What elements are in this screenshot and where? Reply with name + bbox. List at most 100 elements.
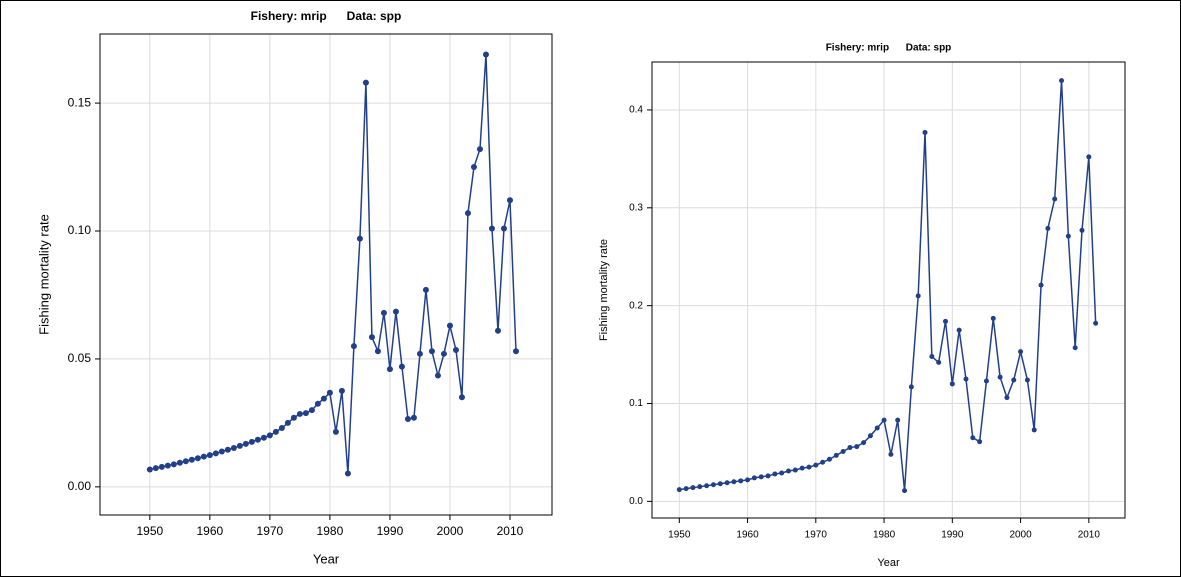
data-point: [344, 470, 351, 477]
data-point: [1052, 196, 1058, 202]
x-tick-label: 1970: [805, 530, 828, 541]
data-point: [1031, 427, 1037, 433]
data-point: [416, 350, 423, 357]
data-point: [500, 225, 507, 232]
data-point: [164, 462, 171, 469]
data-point: [690, 485, 696, 491]
data-point: [956, 327, 962, 333]
data-point: [200, 453, 207, 460]
x-tick-label: 1950: [136, 524, 163, 538]
data-point: [458, 394, 465, 401]
x-tick-label: 1990: [941, 530, 964, 541]
data-point: [772, 471, 778, 477]
data-point: [929, 354, 935, 360]
y-tick-label: 0.3: [629, 202, 643, 213]
data-point: [949, 381, 955, 387]
data-point: [854, 444, 860, 450]
data-point: [278, 425, 285, 432]
data-point: [326, 389, 333, 396]
data-point: [1018, 349, 1024, 355]
x-tick-label: 2010: [497, 524, 524, 538]
data-point: [224, 446, 231, 453]
x-tick-label: 1980: [317, 524, 344, 538]
data-point: [881, 417, 887, 423]
data-point: [494, 327, 501, 334]
data-point: [488, 225, 495, 232]
data-point: [902, 488, 908, 494]
data-point: [833, 452, 839, 458]
data-point: [997, 374, 1003, 380]
data-point: [320, 395, 327, 402]
x-axis-label: Year: [877, 557, 900, 569]
data-point: [506, 197, 513, 204]
data-point: [1059, 78, 1065, 84]
x-axis-label: Year: [313, 551, 340, 566]
data-point: [398, 363, 405, 370]
x-tick-label: 1990: [377, 524, 404, 538]
data-point: [434, 372, 441, 379]
x-tick-label: 2000: [437, 524, 464, 538]
data-point: [512, 348, 519, 355]
data-point: [710, 482, 716, 488]
data-point: [908, 384, 914, 390]
data-point: [350, 343, 357, 350]
data-point: [368, 334, 375, 341]
data-point: [380, 309, 387, 316]
data-point: [942, 318, 948, 324]
data-point: [1004, 395, 1010, 401]
data-point: [260, 434, 267, 441]
data-point: [874, 425, 880, 431]
data-point: [820, 459, 826, 465]
plot-frame: [99, 33, 553, 516]
data-point: [704, 483, 710, 489]
data-point: [392, 308, 399, 315]
data-point: [758, 474, 764, 480]
data-point: [847, 445, 853, 451]
data-point: [404, 416, 411, 423]
chart-title: Fishery: mrip Data: spp: [251, 9, 402, 23]
data-point: [1072, 345, 1078, 351]
data-point: [1079, 227, 1085, 233]
data-point: [356, 235, 363, 242]
data-point: [861, 440, 867, 446]
y-axis-label: Fishing mortality rate: [36, 214, 51, 335]
data-point: [308, 407, 315, 414]
data-point: [206, 452, 213, 459]
data-point: [963, 376, 969, 382]
data-point: [738, 478, 744, 484]
x-tick-label: 1970: [257, 524, 284, 538]
data-point: [922, 129, 928, 135]
data-point: [302, 410, 309, 417]
x-tick-label: 1980: [873, 530, 896, 541]
data-point: [254, 436, 261, 443]
data-point: [374, 348, 381, 355]
data-point: [888, 451, 894, 457]
data-point: [422, 286, 429, 293]
data-point: [765, 473, 771, 479]
data-point: [806, 464, 812, 470]
y-tick-label: 0.1: [629, 398, 643, 409]
data-point: [813, 462, 819, 468]
y-tick-label: 0.4: [629, 105, 643, 116]
data-point: [840, 448, 846, 454]
y-axis-label: Fishing mortality rate: [598, 239, 610, 341]
data-point: [745, 477, 751, 483]
data-point: [332, 428, 339, 435]
data-point: [751, 475, 757, 481]
data-point: [731, 479, 737, 485]
data-point: [272, 428, 279, 435]
y-tick-label: 0.15: [68, 95, 92, 109]
plot-frame: [651, 61, 1126, 519]
data-point: [895, 417, 901, 423]
data-point: [218, 448, 225, 455]
x-tick-label: 1960: [736, 530, 759, 541]
data-point: [194, 455, 201, 462]
data-point: [683, 486, 689, 492]
y-tick-label: 0.05: [68, 351, 92, 365]
data-point: [410, 414, 417, 421]
data-point: [779, 470, 785, 476]
data-point: [915, 293, 921, 299]
data-point: [983, 378, 989, 384]
data-point: [266, 432, 273, 439]
